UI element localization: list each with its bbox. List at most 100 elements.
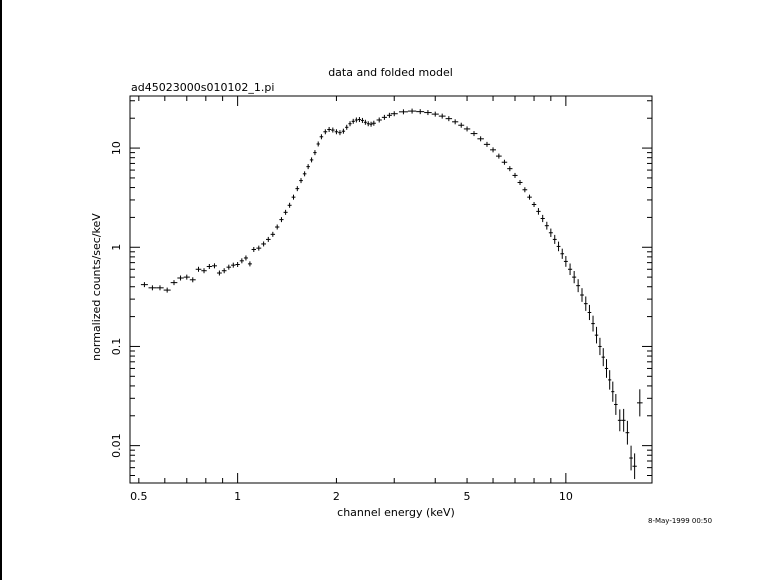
data-point bbox=[247, 261, 252, 267]
data-point bbox=[496, 153, 502, 159]
data-point bbox=[231, 262, 236, 268]
data-point bbox=[567, 263, 573, 276]
data-point bbox=[348, 121, 352, 127]
data-point bbox=[611, 381, 615, 402]
data-point bbox=[363, 119, 367, 125]
data-point bbox=[614, 394, 618, 415]
data-point bbox=[306, 164, 310, 170]
x-tick-label: 10 bbox=[559, 490, 573, 503]
x-axis-label: channel energy (keV) bbox=[337, 506, 455, 519]
data-point bbox=[617, 409, 622, 432]
data-point bbox=[235, 262, 240, 268]
data-point bbox=[256, 245, 262, 251]
data-point bbox=[270, 231, 276, 237]
y-axis-ticks: 0.01 0.1 1 10 bbox=[110, 100, 652, 476]
data-point bbox=[140, 282, 148, 288]
data-point bbox=[390, 111, 398, 117]
data-point bbox=[156, 285, 164, 291]
data-point bbox=[243, 255, 248, 261]
data-point bbox=[323, 129, 328, 135]
data-point bbox=[265, 236, 271, 242]
data-point bbox=[572, 270, 577, 284]
data-points bbox=[140, 108, 643, 480]
data-point bbox=[637, 389, 643, 417]
data-point bbox=[548, 228, 553, 237]
data-point bbox=[601, 348, 605, 367]
data-point bbox=[438, 113, 446, 119]
data-point bbox=[580, 288, 584, 302]
data-point bbox=[431, 111, 439, 117]
data-point bbox=[279, 217, 284, 223]
data-point bbox=[371, 120, 376, 126]
data-point bbox=[522, 187, 528, 193]
y-tick-label: 10 bbox=[110, 141, 123, 155]
data-point bbox=[206, 263, 212, 269]
data-point bbox=[369, 121, 373, 127]
data-point bbox=[398, 109, 408, 115]
data-point bbox=[629, 445, 633, 471]
data-point bbox=[507, 166, 513, 172]
data-point bbox=[625, 420, 630, 445]
data-point bbox=[201, 268, 207, 274]
data-point bbox=[381, 114, 387, 120]
data-point bbox=[587, 304, 592, 321]
data-point bbox=[470, 131, 478, 137]
x-tick-label: 2 bbox=[333, 490, 340, 503]
data-point bbox=[416, 109, 425, 115]
data-point bbox=[313, 150, 317, 156]
data-point bbox=[341, 128, 346, 134]
chart-subtitle: ad45023000s010102_1.pi bbox=[131, 81, 275, 94]
data-point bbox=[531, 201, 537, 207]
plot-frame bbox=[129, 95, 653, 484]
data-point bbox=[163, 287, 171, 293]
x-axis-ticks: 0.5 1 2 5 10 bbox=[130, 96, 573, 503]
data-point bbox=[458, 122, 465, 128]
data-point bbox=[527, 194, 532, 200]
y-tick-label: 0.01 bbox=[110, 433, 123, 458]
data-point bbox=[251, 246, 256, 252]
data-point bbox=[540, 214, 545, 223]
data-point bbox=[221, 268, 227, 274]
data-point bbox=[319, 134, 324, 140]
data-point bbox=[376, 117, 382, 123]
data-point bbox=[216, 270, 222, 276]
data-point bbox=[621, 408, 626, 432]
data-point bbox=[354, 117, 358, 123]
plot-axes bbox=[129, 95, 653, 484]
data-point bbox=[452, 119, 459, 125]
data-point bbox=[211, 263, 217, 269]
y-tick-label: 1 bbox=[110, 244, 123, 251]
x-tick-label: 0.5 bbox=[130, 490, 148, 503]
data-point bbox=[360, 117, 364, 123]
data-point bbox=[299, 178, 303, 184]
data-point bbox=[316, 141, 320, 147]
data-point bbox=[177, 275, 184, 281]
x-tick-label: 5 bbox=[464, 490, 471, 503]
data-point bbox=[261, 241, 266, 247]
data-point bbox=[170, 280, 178, 286]
data-point bbox=[477, 136, 484, 142]
data-point bbox=[556, 241, 561, 252]
data-point bbox=[536, 208, 541, 215]
data-point bbox=[490, 147, 497, 153]
data-point bbox=[608, 370, 612, 390]
data-point bbox=[576, 279, 581, 293]
y-axis-label: normalized counts/sec/keV bbox=[90, 213, 103, 361]
data-point bbox=[148, 285, 157, 291]
data-point bbox=[334, 129, 339, 135]
data-point bbox=[239, 258, 244, 264]
data-point bbox=[594, 326, 599, 344]
data-point bbox=[345, 124, 349, 130]
data-point bbox=[287, 202, 292, 208]
data-point bbox=[563, 256, 568, 267]
data-point bbox=[604, 359, 609, 378]
data-point bbox=[591, 315, 595, 332]
data-point bbox=[560, 248, 565, 259]
data-point bbox=[517, 179, 523, 185]
data-point bbox=[501, 159, 508, 165]
data-point bbox=[226, 264, 232, 270]
data-point bbox=[189, 277, 196, 283]
data-point bbox=[357, 117, 361, 123]
data-point bbox=[195, 266, 202, 272]
